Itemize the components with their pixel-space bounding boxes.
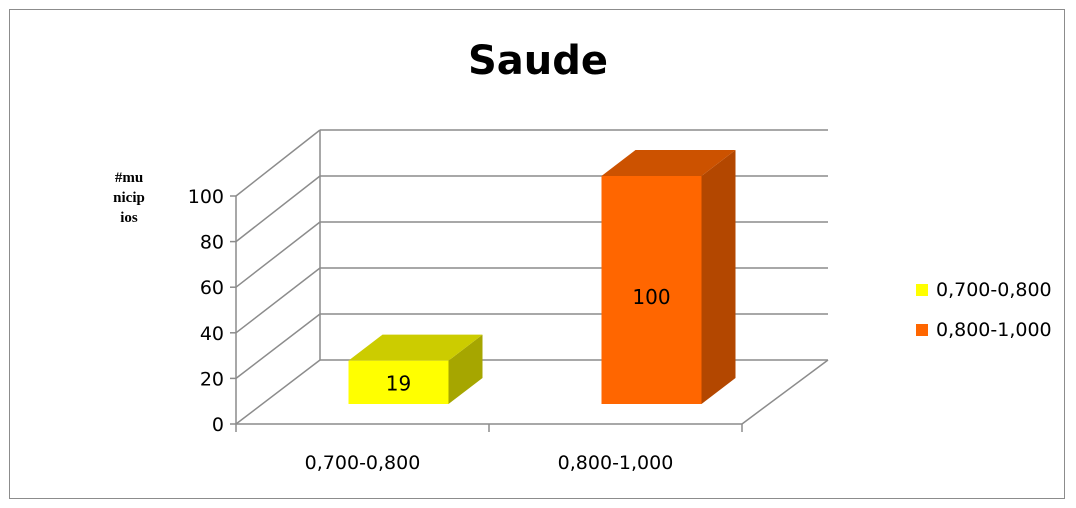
legend-swatch-1 [916, 324, 928, 336]
legend-label-0: 0,700-0,800 [936, 279, 1052, 301]
y-tick-label: 0 [212, 414, 224, 436]
data-label-1: 100 [632, 285, 670, 309]
y-tick-label: 80 [200, 232, 224, 254]
bar-side [702, 150, 736, 404]
data-label-0: 19 [386, 371, 411, 395]
y-tick-label: 60 [200, 277, 224, 299]
legend-label-1: 0,800-1,000 [936, 319, 1052, 341]
bar-1: 100 [602, 150, 736, 404]
legend: 0,700-0,800 0,800-1,000 [916, 270, 1052, 350]
y-tick-label: 100 [188, 186, 224, 208]
bars: 19 100 [349, 150, 736, 404]
y-tick-label: 40 [200, 323, 224, 345]
plot-walls [236, 130, 828, 432]
legend-item-1: 0,800-1,000 [916, 310, 1052, 350]
y-tick-label: 20 [200, 368, 224, 390]
x-axis-categories: 0,700-0,800 0,800-1,000 [305, 452, 674, 474]
bar-0: 19 [349, 335, 483, 404]
floor-right-edge [742, 360, 828, 424]
legend-swatch-0 [916, 284, 928, 296]
legend-item-0: 0,700-0,800 [916, 270, 1052, 310]
category-label-0: 0,700-0,800 [305, 452, 421, 474]
category-label-1: 0,800-1,000 [558, 452, 674, 474]
y-axis-ticks: 0 20 40 60 80 100 [188, 186, 236, 436]
